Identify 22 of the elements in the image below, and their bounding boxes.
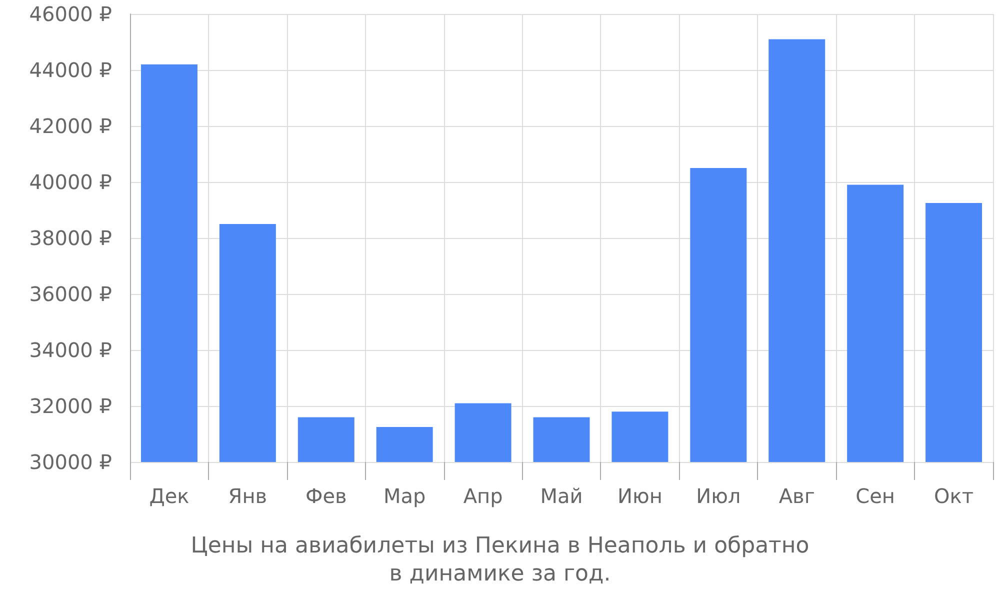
y-tick-label: 46000 ₽ bbox=[29, 2, 112, 26]
x-tick-label: Июн bbox=[618, 484, 662, 508]
y-tick-label: 30000 ₽ bbox=[29, 450, 112, 474]
text: Цены на авиабилеты из Пекина в Неаполь и обратно bbox=[190, 534, 810, 558]
x-tick-label: Авг bbox=[778, 484, 815, 508]
x-tick-label: Май bbox=[540, 484, 583, 508]
y-tick-label: 44000 ₽ bbox=[29, 58, 112, 82]
x-tick-label: Фев bbox=[305, 484, 347, 508]
x-tick-label: Июл bbox=[696, 484, 741, 508]
x-tick-label: Мар bbox=[383, 484, 426, 508]
x-tick-label: Янв bbox=[228, 484, 268, 508]
y-tick-label: 38000 ₽ bbox=[29, 226, 112, 250]
y-tick-label: 40000 ₽ bbox=[29, 170, 112, 194]
x-tick-label: Сен bbox=[856, 484, 895, 508]
x-tick-label: Апр bbox=[463, 484, 503, 508]
x-tick-label: Дек bbox=[149, 484, 190, 508]
y-tick-label: 34000 ₽ bbox=[29, 338, 112, 362]
y-tick-label: 42000 ₽ bbox=[29, 114, 112, 138]
y-tick-label: 36000 ₽ bbox=[29, 282, 112, 306]
y-tick-label: 32000 ₽ bbox=[29, 394, 112, 418]
x-tick-label: Окт bbox=[934, 484, 974, 508]
text: в динамике за год. bbox=[389, 562, 611, 586]
